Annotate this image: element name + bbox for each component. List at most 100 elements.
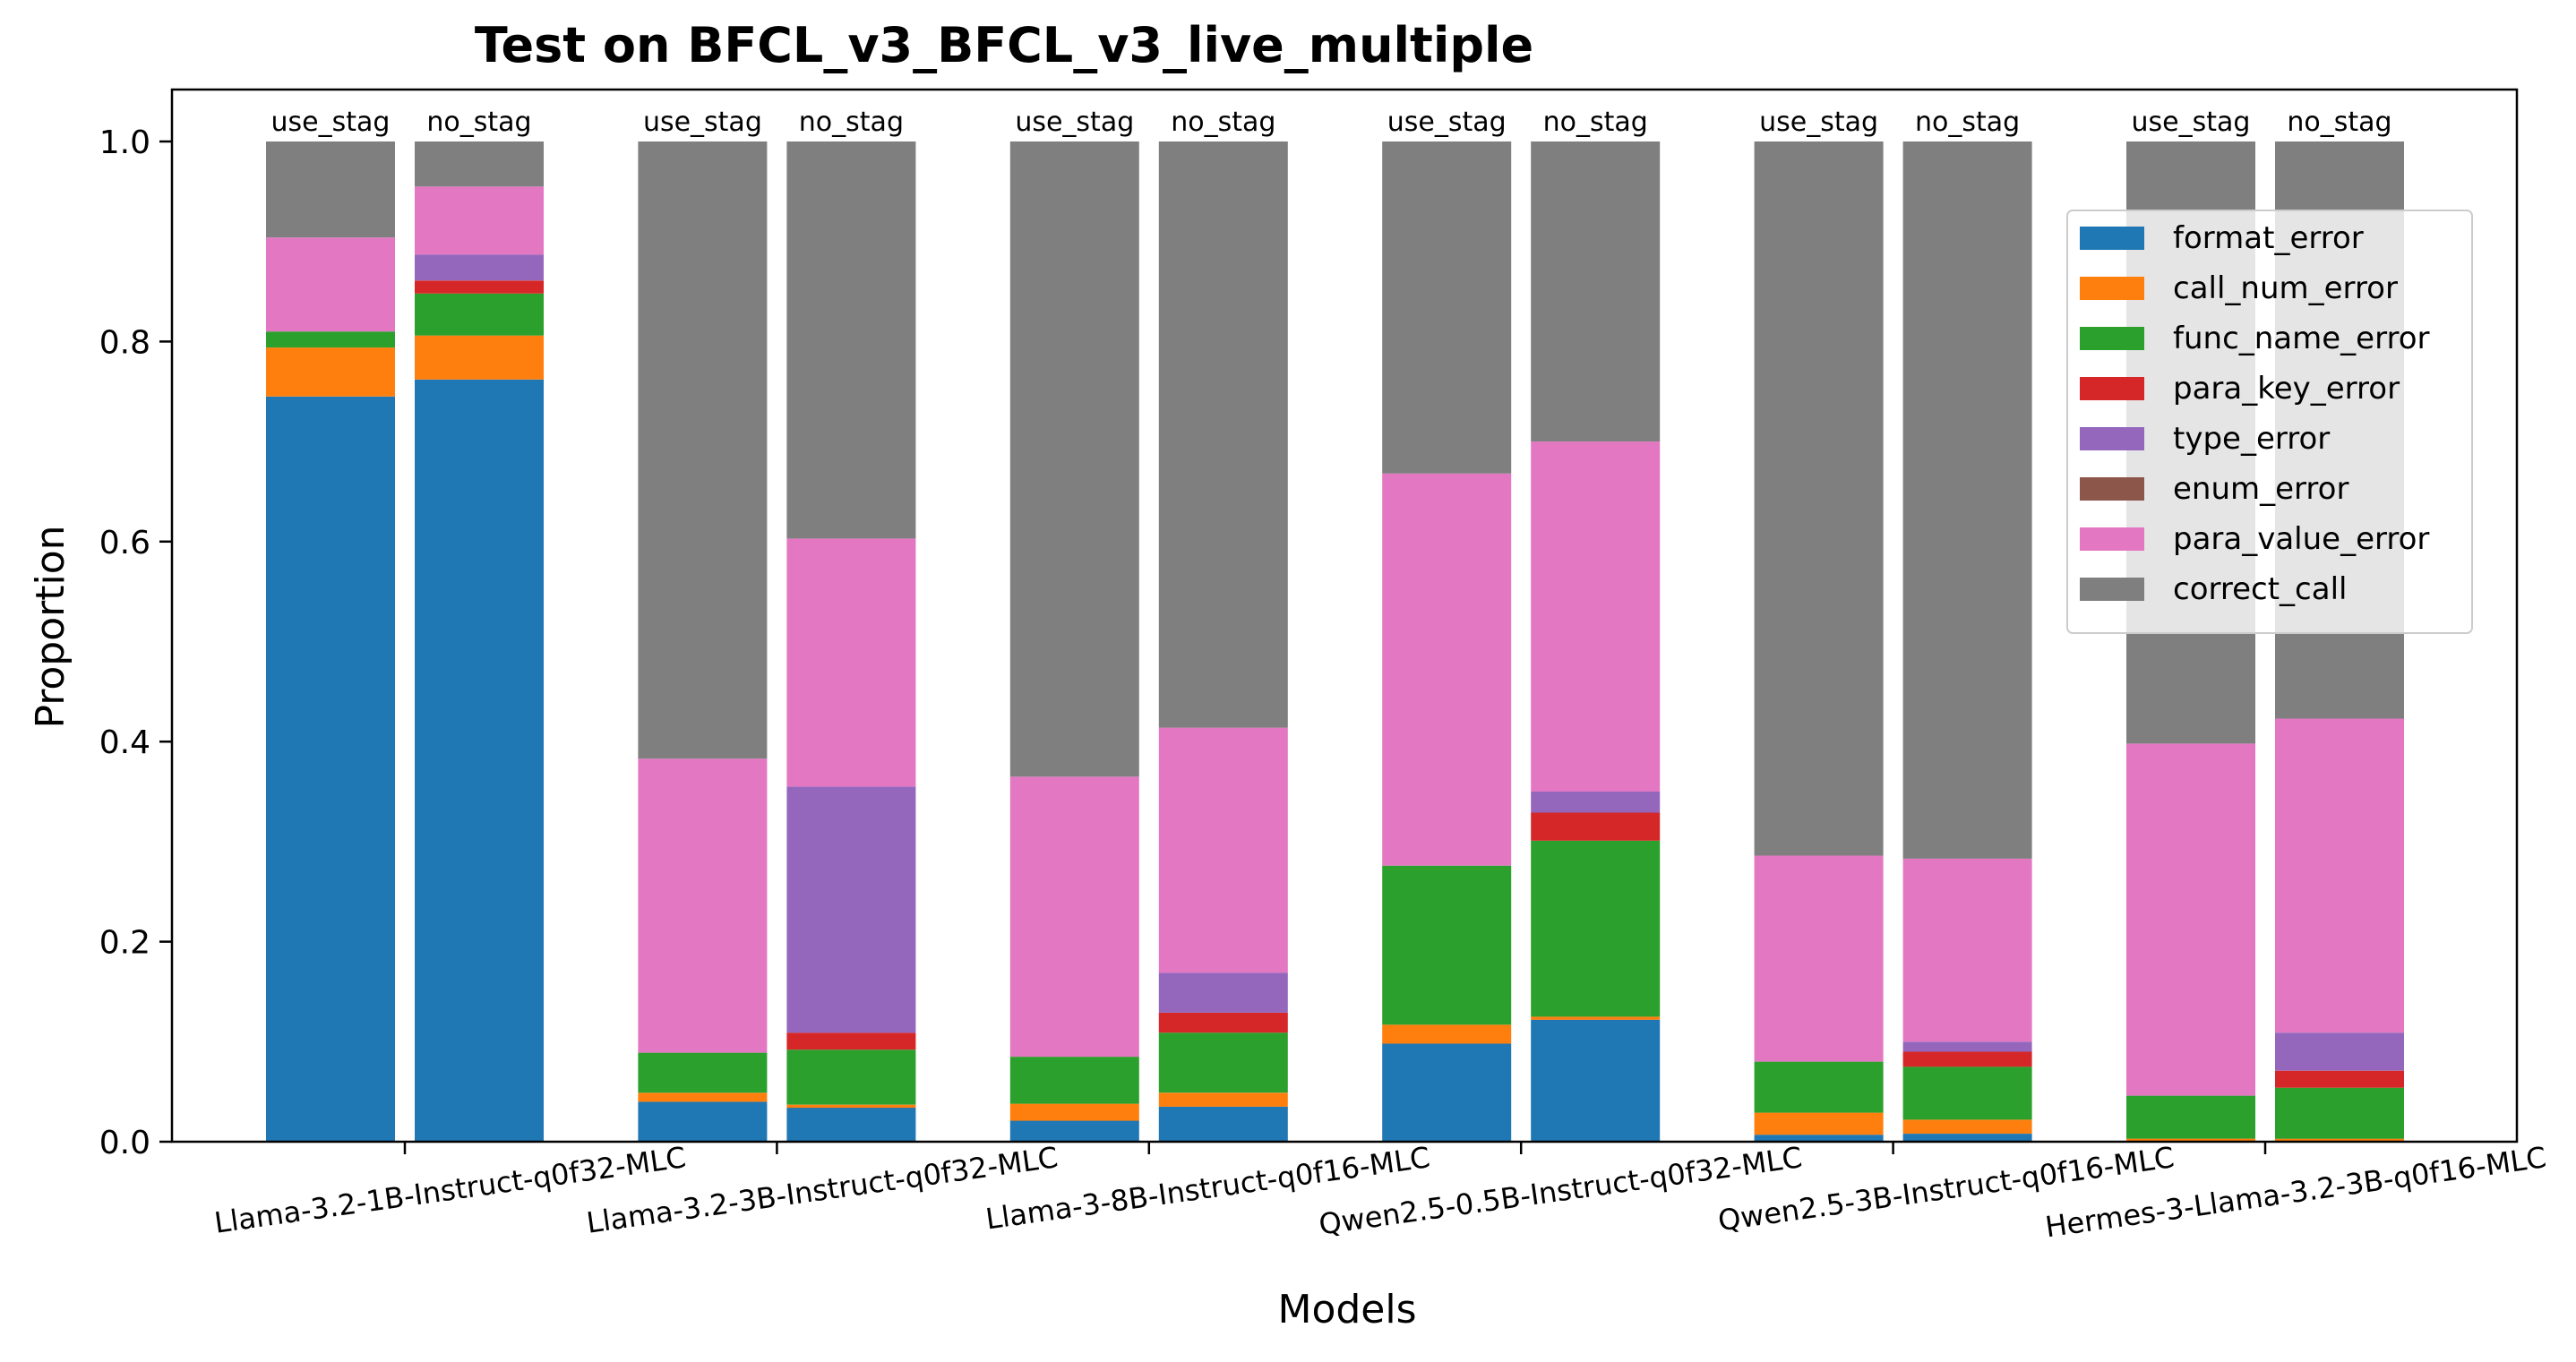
bar-segment-para-value-error-1-no-stag (415, 186, 544, 255)
bar-segment-para-value-error-3-no-stag (1158, 727, 1288, 973)
bar-segment-para-value-error-2-no-stag (786, 538, 916, 787)
bar-segment-para-value-error-2-use-stag (638, 758, 768, 1053)
bar-segment-para-value-error-5-use-stag (1754, 855, 1884, 1062)
legend-label-type-error: type_error (2173, 421, 2330, 457)
legend-swatch-enum-error (2080, 477, 2144, 501)
bar-segment-func-name-error-4-no-stag (1531, 840, 1661, 1017)
bar-segment-func-name-error-3-no-stag (1158, 1032, 1288, 1093)
variant-label-no-stag-6: no_stag (2287, 107, 2391, 138)
y-tick-label: 0.4 (99, 724, 150, 761)
bar-segment-func-name-error-4-use-stag (1382, 865, 1512, 1025)
legend-swatch-type-error (2080, 427, 2144, 450)
bar-segment-format-error-1-use-stag (266, 396, 395, 1142)
legend-label-para-key-error: para_key_error (2173, 371, 2400, 407)
variant-label-use-stag-5: use_stag (1759, 107, 1878, 138)
y-tick-label: 0.2 (99, 925, 150, 962)
bar-segment-call-num-error-6-use-stag (2126, 1138, 2255, 1142)
bar-segment-format-error-5-use-stag (1754, 1135, 1884, 1142)
variant-label-use-stag-6: use_stag (2132, 107, 2251, 138)
bar-segment-para-value-error-3-use-stag (1009, 776, 1139, 1058)
bar-segment-format-error-3-no-stag (1158, 1106, 1288, 1142)
bar-segment-type-error-3-no-stag (1158, 972, 1288, 1013)
variant-label-no-stag-5: no_stag (1915, 107, 2020, 138)
bar-segment-para-key-error-3-no-stag (1158, 1012, 1288, 1033)
x-axis: Llama-3.2-1B-Instruct-q0f32-MLCLlama-3.2… (212, 1140, 2548, 1244)
bar-segment-correct-call-2-no-stag (786, 141, 916, 539)
variant-label-use-stag-4: use_stag (1387, 107, 1507, 138)
bar-segment-para-key-error-1-no-stag (415, 280, 544, 294)
bar-segment-call-num-error-1-use-stag (266, 347, 395, 397)
bar-segment-para-key-error-2-no-stag (786, 1032, 916, 1050)
bar-segment-call-num-error-5-use-stag (1754, 1112, 1884, 1135)
bar-segment-call-num-error-6-no-stag (2275, 1138, 2404, 1142)
bar-segment-format-error-1-no-stag (415, 379, 544, 1142)
bar-segment-para-value-error-6-use-stag (2126, 743, 2255, 1096)
legend-box (2066, 210, 2473, 634)
legend-swatch-format-error (2080, 227, 2144, 250)
variant-label-no-stag-1: no_stag (426, 107, 531, 138)
bar-segment-para-key-error-6-no-stag (2275, 1070, 2404, 1088)
bar-segment-call-num-error-3-no-stag (1158, 1092, 1288, 1107)
bar-segment-format-error-5-no-stag (1902, 1134, 2032, 1142)
x-axis-label: Models (1277, 1287, 1416, 1332)
bar-segment-func-name-error-3-use-stag (1009, 1057, 1139, 1104)
chart-title: Test on BFCL_v3_BFCL_v3_live_multiple (475, 17, 1533, 73)
y-tick-label: 0.8 (99, 324, 150, 361)
bar-segment-func-name-error-2-use-stag (638, 1052, 768, 1093)
variant-label-use-stag-2: use_stag (643, 107, 762, 138)
legend-label-enum-error: enum_error (2173, 471, 2348, 507)
bar-segment-format-error-4-no-stag (1531, 1019, 1661, 1142)
bar-segment-call-num-error-2-use-stag (638, 1092, 768, 1102)
bar-segment-func-name-error-5-no-stag (1902, 1066, 2032, 1120)
bar-segment-format-error-4-use-stag (1382, 1043, 1512, 1142)
variant-label-no-stag-3: no_stag (1171, 107, 1275, 138)
bar-segment-correct-call-5-no-stag (1902, 141, 2032, 859)
bar-segment-correct-call-1-use-stag (266, 141, 395, 238)
bar-segment-correct-call-4-no-stag (1531, 141, 1661, 442)
legend-swatch-correct-call (2080, 578, 2144, 601)
bar-segment-type-error-2-no-stag (786, 786, 916, 1033)
variant-labels: use_stag no_stag use_stag no_stag use_stag no… (271, 107, 2392, 138)
bar-segment-para-value-error-1-use-stag (266, 237, 395, 332)
bar-segment-format-error-3-use-stag (1009, 1120, 1139, 1142)
y-tick-label: 1.0 (99, 124, 150, 161)
bar-segment-format-error-2-use-stag (638, 1101, 768, 1142)
plot-frame (170, 88, 2519, 1144)
legend: format_error call_num_error func_name_erro… (2066, 210, 2473, 634)
variant-label-use-stag-3: use_stag (1015, 107, 1134, 138)
bar-segment-correct-call-3-use-stag (1009, 141, 1139, 777)
bar-segment-type-error-4-no-stag (1531, 792, 1661, 813)
bar-segment-format-error-2-no-stag (786, 1108, 916, 1142)
legend-label-correct-call: correct_call (2173, 571, 2347, 607)
legend-label-call-num-error: call_num_error (2173, 270, 2398, 306)
bar-segment-correct-call-5-use-stag (1754, 141, 1884, 856)
legend-swatch-call-num-error (2080, 277, 2144, 300)
bar-segment-call-num-error-4-no-stag (1531, 1016, 1661, 1020)
y-tick-label: 0.6 (99, 525, 150, 561)
legend-swatch-para-value-error (2080, 527, 2144, 551)
y-tick-label: 0.0 (99, 1125, 150, 1161)
legend-swatch-func-name-error (2080, 327, 2144, 350)
bar-segment-call-num-error-4-use-stag (1382, 1024, 1512, 1044)
bar-segment-call-num-error-5-no-stag (1902, 1119, 2032, 1134)
bar-segment-para-key-error-5-no-stag (1902, 1051, 2032, 1067)
bar-segment-call-num-error-1-no-stag (415, 335, 544, 380)
variant-label-no-stag-2: no_stag (799, 107, 904, 138)
bar-segment-correct-call-4-use-stag (1382, 141, 1512, 474)
bar-segment-correct-call-1-no-stag (415, 141, 544, 187)
y-axis: 0.0 0.2 0.4 0.6 0.8 1.0 (99, 124, 172, 1161)
bar-segment-type-error-1-no-stag (415, 254, 544, 281)
bar-segment-func-name-error-5-use-stag (1754, 1061, 1884, 1113)
bar-segment-para-value-error-5-no-stag (1902, 858, 2032, 1042)
bar-segment-call-num-error-2-no-stag (786, 1104, 916, 1109)
bar-segment-func-name-error-2-no-stag (786, 1049, 916, 1105)
bars-layer (266, 141, 2404, 1142)
bar-segment-call-num-error-3-use-stag (1009, 1103, 1139, 1121)
bar-segment-func-name-error-6-no-stag (2275, 1087, 2404, 1139)
bar-segment-para-key-error-4-no-stag (1531, 812, 1661, 841)
legend-label-para-value-error: para_value_error (2173, 521, 2429, 557)
y-axis-label: Proportion (28, 525, 73, 728)
bar-segment-para-value-error-4-no-stag (1531, 441, 1661, 792)
bar-segment-para-value-error-6-no-stag (2275, 718, 2404, 1033)
